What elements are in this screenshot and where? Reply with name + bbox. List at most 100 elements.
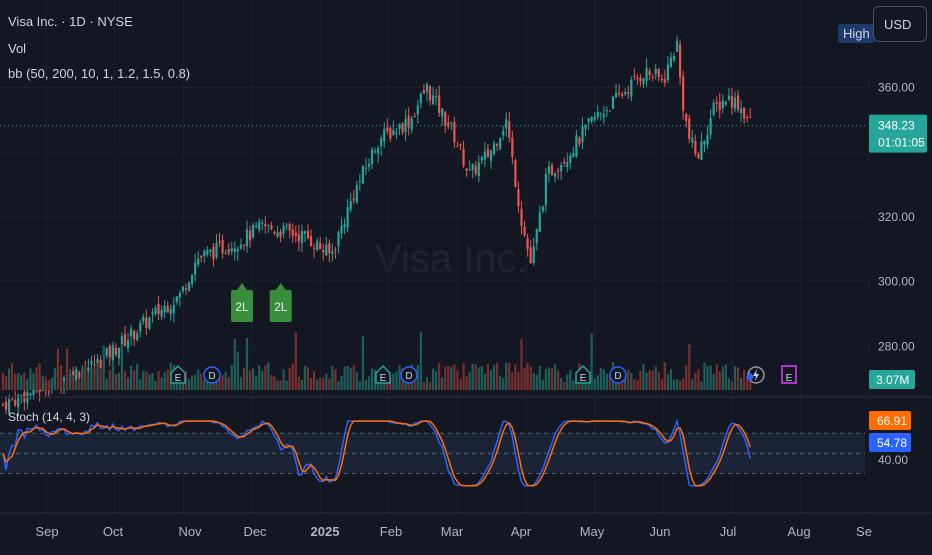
volume-bar	[700, 381, 703, 390]
time-tick-label: Sep	[35, 524, 58, 539]
volume-bar	[139, 379, 142, 390]
candle-body	[191, 275, 194, 284]
candle	[221, 234, 224, 259]
candle	[746, 114, 749, 123]
volume-indicator-label[interactable]: Vol	[8, 41, 27, 56]
volume-bar	[596, 375, 599, 390]
candle-body	[593, 116, 596, 120]
candle	[636, 74, 639, 85]
candle-body	[718, 101, 721, 111]
volume-bar	[300, 380, 303, 390]
volume-bar	[206, 381, 209, 390]
candle	[383, 122, 386, 148]
candle	[126, 332, 130, 353]
candle	[230, 241, 233, 256]
stoch-k-tag	[869, 433, 911, 452]
volume-bar	[267, 362, 270, 390]
earnings-letter: E	[380, 373, 387, 384]
candle	[572, 146, 575, 158]
volume-bar	[65, 348, 69, 390]
candle-body	[38, 388, 41, 393]
volume-bar	[96, 364, 99, 390]
volume-bar	[367, 376, 371, 390]
volume-bar	[236, 351, 239, 390]
candle-body	[413, 116, 416, 118]
volume-bar	[435, 371, 438, 390]
volume-bar	[35, 367, 38, 390]
candle	[679, 39, 682, 86]
candle	[392, 120, 395, 136]
candle	[682, 70, 685, 120]
high-button[interactable]: High	[838, 24, 875, 43]
candle-body	[319, 242, 322, 250]
stoch-pane[interactable]	[0, 418, 865, 487]
signal-marker[interactable]: 2L	[269, 283, 292, 322]
candle-body	[596, 112, 599, 118]
earnings-icon[interactable]: E	[375, 364, 391, 384]
currency-button[interactable]: USD	[873, 6, 927, 42]
price-axis[interactable]: 360.00 320.00 300.00 280.00 348.23 01:01:05 3.…	[869, 81, 927, 390]
earnings-icon[interactable]: E	[170, 364, 186, 384]
volume-bar	[203, 379, 206, 390]
price-tick-label: 280.00	[878, 339, 915, 353]
dividend-icon[interactable]: D	[400, 366, 418, 384]
volume-bar	[706, 366, 709, 390]
stoch-indicator-label[interactable]: Stoch (14, 4, 3)	[8, 410, 91, 424]
candle	[575, 129, 578, 159]
earnings-icon[interactable]: E	[575, 364, 591, 384]
volume-bar	[608, 373, 612, 390]
candle	[435, 88, 438, 106]
candle-body	[331, 251, 334, 254]
volume-bar	[660, 379, 663, 390]
volume-bar	[654, 366, 657, 390]
candle-body	[532, 246, 535, 263]
candle	[712, 98, 715, 117]
candle	[666, 56, 669, 83]
candle	[550, 162, 554, 177]
volume-bar	[1, 373, 5, 390]
candle-body	[428, 86, 432, 101]
stoch-axis[interactable]: 40.00 66.91 54.78	[869, 411, 911, 467]
candle	[541, 205, 544, 214]
volume-bar	[230, 365, 233, 390]
candle-body	[660, 78, 663, 80]
candle	[389, 125, 392, 142]
candles[interactable]	[1, 35, 752, 417]
candle-body	[142, 316, 145, 322]
candle-body	[499, 138, 502, 149]
candle	[611, 95, 615, 110]
candle-body	[270, 225, 273, 230]
volume-bar	[151, 373, 154, 390]
symbol-title[interactable]: Visa Inc. · 1D · NYSE	[8, 14, 133, 29]
volume-bar	[239, 376, 242, 390]
signal-marker[interactable]: 2L	[231, 283, 254, 322]
candle	[645, 58, 648, 88]
candle	[212, 242, 215, 267]
dividend-icon[interactable]: D	[609, 366, 627, 384]
candle-body	[17, 395, 20, 408]
candle-body	[380, 138, 383, 147]
volume-bar	[697, 369, 700, 390]
dividend-icon[interactable]: D	[203, 366, 221, 384]
volume-bar	[514, 364, 517, 390]
volume-bar	[29, 368, 32, 390]
candle-body	[264, 224, 267, 227]
candle	[724, 100, 727, 107]
bb-indicator-label[interactable]: bb (50, 200, 10, 1, 1.2, 1.5, 0.8)	[8, 66, 191, 81]
volume-bar	[331, 366, 334, 390]
candle-body	[328, 243, 331, 254]
candle	[648, 67, 651, 81]
stoch-tick-label: 40.00	[878, 453, 908, 467]
candle-body	[215, 242, 218, 258]
candle	[255, 222, 258, 229]
volume-bar	[194, 374, 197, 390]
time-axis[interactable]: Sep Oct Nov Dec 2025 Feb Mar Apr May Jun Jul Aug Se	[35, 524, 872, 539]
volume-bar	[590, 333, 593, 390]
earnings-icon[interactable]: E	[781, 365, 797, 384]
volume-bar	[99, 368, 102, 390]
signal-arrow	[237, 283, 248, 290]
candle	[560, 161, 563, 180]
candle	[157, 295, 160, 321]
